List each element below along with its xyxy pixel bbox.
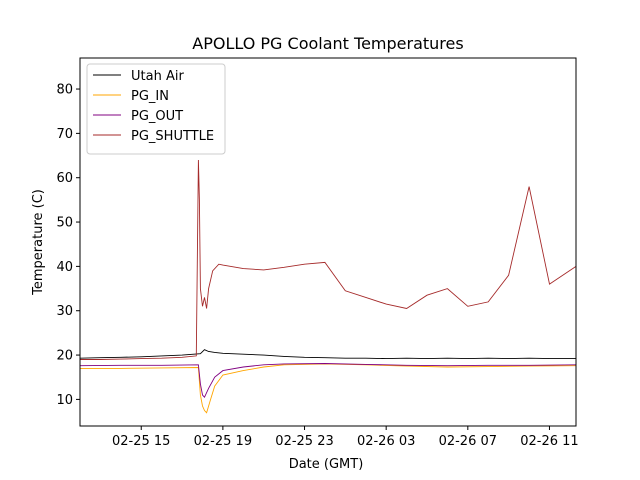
series-line-pg-out <box>79 363 577 399</box>
y-tick-label: 50 <box>56 216 73 231</box>
y-tick-label: 10 <box>56 393 73 408</box>
y-axis-ticks: 10 20 30 40 50 60 70 80 <box>56 83 80 408</box>
chart-title: APOLLO PG Coolant Temperatures <box>192 34 463 53</box>
plot-frame <box>79 57 577 427</box>
y-tick-label: 60 <box>56 171 73 186</box>
legend-label: PG_IN <box>131 89 169 104</box>
y-axis-label: Temperature (C) <box>31 189 46 296</box>
x-tick-label: 02-26 11 <box>520 434 578 449</box>
plot-lines <box>79 159 577 414</box>
y-tick-label: 80 <box>56 83 73 98</box>
legend-label: Utah Air <box>131 69 184 84</box>
y-tick-label: 30 <box>56 304 73 319</box>
legend: Utah Air PG_IN PG_OUT PG_SHUTTLE <box>86 63 226 155</box>
legend-label: PG_OUT <box>131 109 183 124</box>
x-tick-label: 02-25 19 <box>194 434 252 449</box>
x-axis-ticks: 02-25 15 02-25 19 02-25 23 02-26 03 02-26 07… <box>112 426 579 449</box>
x-tick-label: 02-26 07 <box>439 434 497 449</box>
series-line-utah-air <box>79 349 576 360</box>
legend-box <box>86 63 226 155</box>
series-line-pg-shuttle <box>80 159 577 360</box>
x-tick-label: 02-25 23 <box>275 434 333 449</box>
legend-label: PG_SHUTTLE <box>131 129 214 144</box>
y-tick-label: 40 <box>56 260 73 275</box>
y-tick-label: 20 <box>56 349 73 364</box>
x-tick-label: 02-25 15 <box>112 434 170 449</box>
x-axis-label: Date (GMT) <box>289 457 364 472</box>
y-tick-label: 70 <box>56 127 73 142</box>
x-tick-label: 02-26 03 <box>357 434 415 449</box>
series-line-pg-in <box>80 363 577 414</box>
